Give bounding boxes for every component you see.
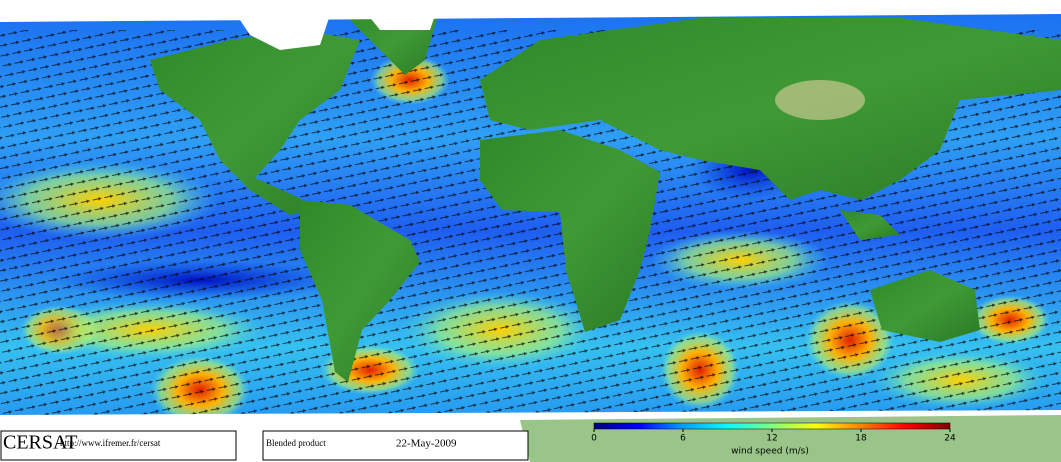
product-box [262,430,529,461]
date: 22-May-2009 [396,438,457,450]
logo: CERSAT [3,432,77,454]
colorbar-tick-label: 0 [591,434,597,444]
colorbar-ramp [593,422,951,430]
url: http://www.ifremer.fr/cersat [60,438,161,448]
colorbar-tick-label: 24 [944,434,956,444]
colorbar-tick-label: 18 [855,434,867,444]
product: Blended product [266,438,326,448]
colorbar: 0 6 12 18 24 [591,422,956,444]
colorbar-tick-label: 6 [680,434,686,444]
land [150,8,1061,382]
colorbar-label: wind speed (m/s) [731,447,809,457]
logo-box [0,430,237,461]
colorbar-tick-label: 12 [766,434,777,444]
